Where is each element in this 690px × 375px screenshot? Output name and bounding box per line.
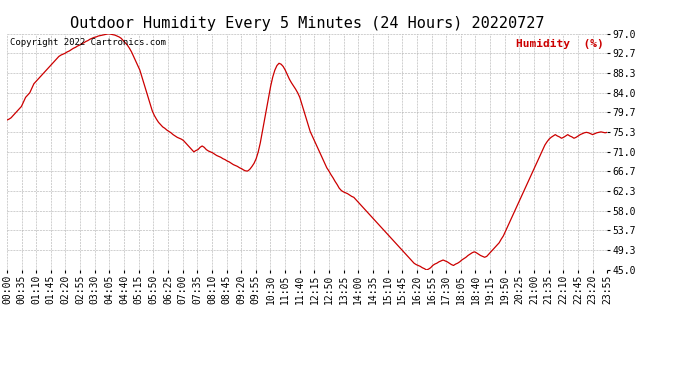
Title: Outdoor Humidity Every 5 Minutes (24 Hours) 20220727: Outdoor Humidity Every 5 Minutes (24 Hou… (70, 16, 544, 31)
Text: Copyright 2022 Cartronics.com: Copyright 2022 Cartronics.com (10, 39, 166, 48)
Text: Humidity  (%): Humidity (%) (516, 39, 604, 48)
